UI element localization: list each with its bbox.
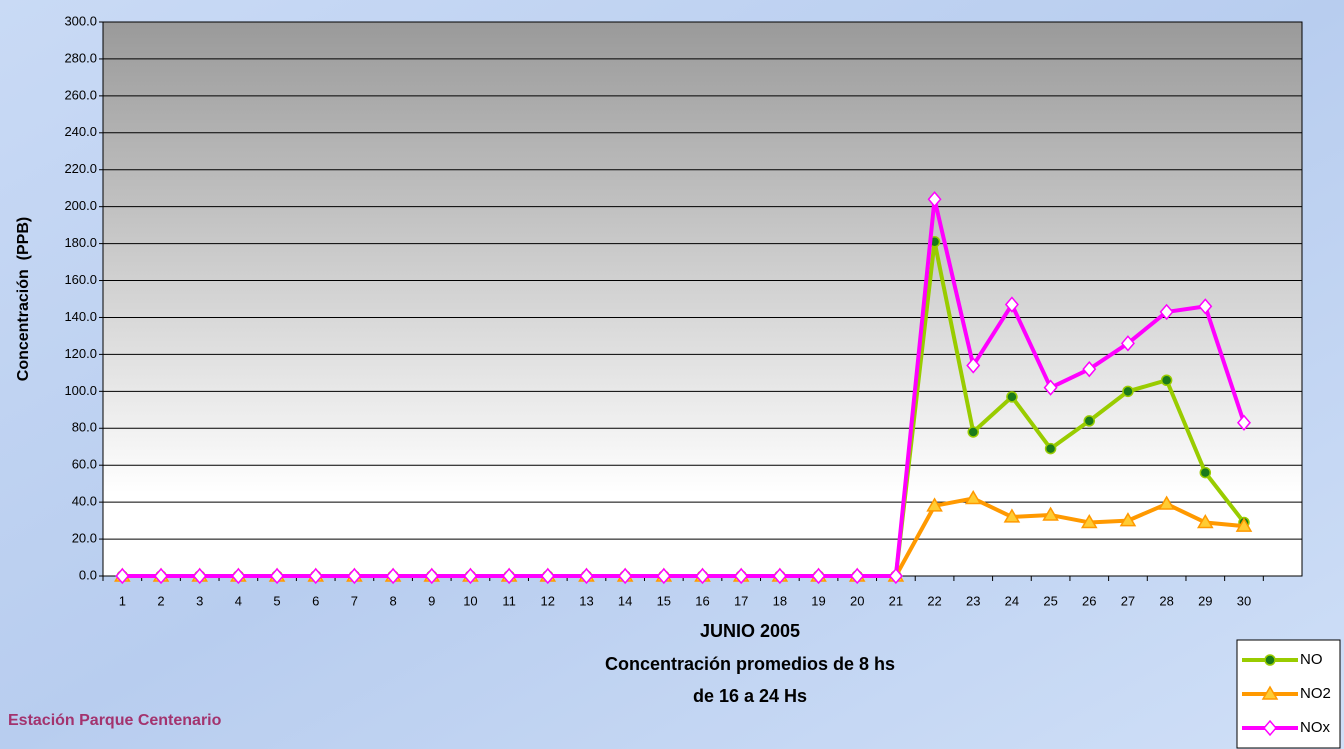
x-tick-label: 20 [850,593,864,608]
y-tick-label: 260.0 [64,87,97,102]
x-tick-label: 18 [773,593,787,608]
y-axis-label: Concentración (PPB) [15,217,32,381]
y-tick-label: 280.0 [64,50,97,65]
y-tick-label: 100.0 [64,383,97,398]
x-tick-label: 15 [657,593,671,608]
y-tick-label: 140.0 [64,309,97,324]
x-tick-label: 27 [1121,593,1135,608]
y-tick-label: 80.0 [72,420,97,435]
y-tick-label: 220.0 [64,161,97,176]
x-tick-label: 21 [889,593,903,608]
x-axis-label: Concentración promedios de 8 hs [605,654,895,674]
marker [1200,468,1210,478]
x-tick-label: 19 [811,593,825,608]
marker [1162,375,1172,385]
y-tick-label: 20.0 [72,531,97,546]
legend-label: NO [1300,651,1323,668]
x-tick-label: 30 [1237,593,1251,608]
x-tick-label: 2 [157,593,164,608]
x-tick-label: 22 [927,593,941,608]
chart: Concentración (PPB) JUNIO 2005 Concentra… [0,0,1344,749]
y-tick-label: 40.0 [72,494,97,509]
y-tick-label: 180.0 [64,235,97,250]
x-tick-label: 13 [579,593,593,608]
page: Concentración (PPB) JUNIO 2005 Concentra… [0,0,1344,749]
x-tick-label: 17 [734,593,748,608]
x-tick-label: 5 [273,593,280,608]
y-tick-label: 240.0 [64,124,97,139]
x-tick-label: 26 [1082,593,1096,608]
legend-marker [1265,655,1275,665]
x-tick-label: 14 [618,593,632,608]
x-tick-label: 23 [966,593,980,608]
x-tick-label: 28 [1159,593,1173,608]
x-tick-label: 6 [312,593,319,608]
y-tick-label: 200.0 [64,198,97,213]
y-tick-label: 120.0 [64,346,97,361]
x-tick-label: 24 [1005,593,1019,608]
x-tick-label: 11 [502,593,516,608]
plot-area [103,22,1302,576]
x-tick-label: 1 [119,593,126,608]
marker [968,427,978,437]
y-tick-label: 160.0 [64,272,97,287]
marker [1084,416,1094,426]
x-tick-label: 8 [389,593,396,608]
marker [1046,444,1056,454]
x-axis-label: JUNIO 2005 [700,621,800,641]
x-tick-label: 16 [695,593,709,608]
y-tick-label: 60.0 [72,457,97,472]
x-tick-label: 29 [1198,593,1212,608]
x-tick-label: 12 [541,593,555,608]
y-tick-label: 0.0 [79,567,97,582]
y-tick-label: 300.0 [64,13,97,28]
x-tick-label: 9 [428,593,435,608]
legend-label: NO2 [1300,685,1331,702]
x-tick-label: 4 [235,593,242,608]
x-axis-label: de 16 a 24 Hs [693,686,807,706]
x-tick-label: 10 [463,593,477,608]
footnote: Estación Parque Centenario [8,712,222,729]
x-tick-label: 25 [1043,593,1057,608]
x-tick-label: 3 [196,593,203,608]
legend-label: NOx [1300,719,1331,736]
marker [1007,392,1017,402]
x-tick-label: 7 [351,593,358,608]
marker [1123,386,1133,396]
